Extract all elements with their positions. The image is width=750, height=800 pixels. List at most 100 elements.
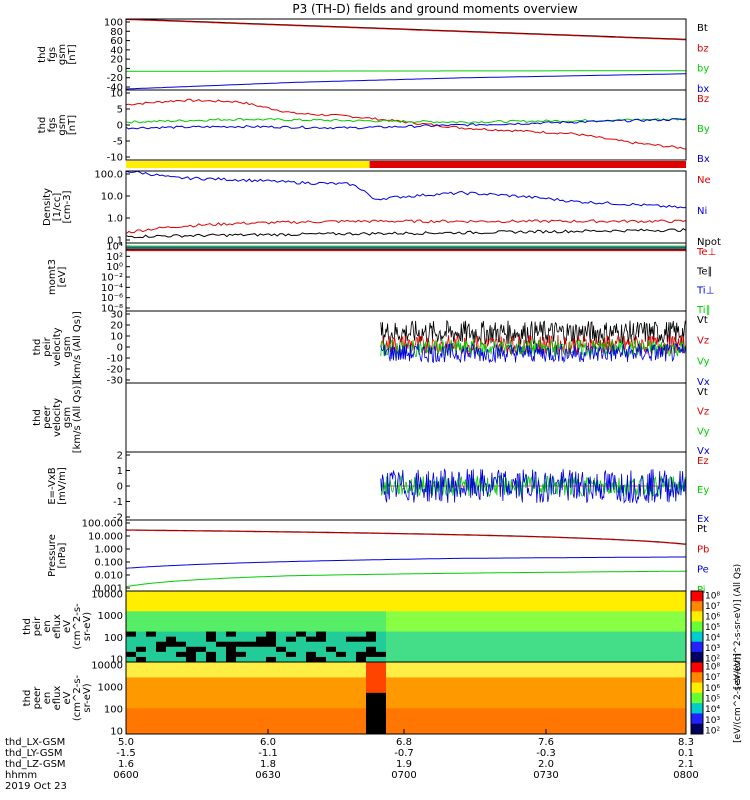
heatmap-cell — [506, 611, 517, 617]
heatmap-cell — [306, 723, 317, 730]
heatmap-cell — [426, 606, 437, 612]
heatmap-cell — [346, 698, 357, 704]
heatmap-cell — [266, 636, 277, 643]
colorbar-tick: 10⁶ — [705, 684, 720, 694]
heatmap-cell — [536, 682, 547, 689]
colorbar-tick: 10⁴ — [705, 634, 720, 644]
heatmap-cell — [676, 687, 687, 694]
heatmap-cell — [176, 667, 187, 673]
heatmap-cell — [336, 687, 347, 694]
heatmap-cell — [376, 646, 387, 653]
heatmap-cell — [496, 596, 507, 602]
heatmap-cell — [566, 626, 577, 633]
heatmap-cell — [126, 662, 137, 668]
heatmap-cell — [426, 713, 437, 720]
plot-peir_vel — [380, 319, 687, 364]
heatmap-cell — [346, 662, 357, 668]
heatmap-cell — [646, 667, 657, 673]
heatmap-cell — [616, 718, 627, 725]
heatmap-cell — [466, 591, 477, 597]
heatmap-cell — [186, 682, 197, 689]
heatmap-cell — [536, 656, 547, 663]
heatmap-cell — [476, 682, 487, 689]
ylabel-line: Density — [42, 188, 53, 226]
heatmap-cell — [306, 621, 317, 627]
colorbar-band — [691, 611, 703, 622]
heatmap-cell — [246, 646, 257, 653]
heatmap-cell — [316, 692, 327, 699]
heatmap-cell — [196, 728, 207, 735]
heatmap-cell — [486, 601, 497, 607]
heatmap-cell — [656, 698, 667, 704]
heatmap-cell — [626, 662, 637, 668]
heatmap-cell — [506, 596, 517, 602]
ytick-label: 20 — [110, 55, 123, 66]
legend-label: Vx — [697, 446, 710, 457]
heatmap-cell — [486, 656, 497, 663]
heatmap-cell — [506, 656, 517, 663]
heatmap-cell — [246, 672, 257, 678]
heatmap-cell — [156, 611, 167, 617]
heatmap-cell — [226, 687, 237, 694]
heatmap-cell — [286, 591, 297, 597]
heatmap-cell — [526, 687, 537, 694]
heatmap-cell — [256, 656, 267, 663]
ylabel-line: peir — [32, 616, 43, 636]
heatmap-cell — [496, 718, 507, 725]
heatmap-cell — [196, 626, 207, 633]
colorbar-tick: 10⁵ — [705, 623, 720, 633]
heatmap-cell — [496, 616, 507, 622]
heatmap-cell — [486, 621, 497, 627]
series-Vt — [380, 319, 687, 345]
heatmap-cell — [616, 591, 627, 597]
heatmap-cell — [176, 703, 187, 709]
heatmap-cell — [206, 682, 217, 689]
heatmap-cell — [346, 601, 357, 607]
colorbar-tick: 10⁵ — [705, 695, 720, 705]
heatmap-cell — [126, 667, 137, 673]
heatmap-cell — [336, 667, 347, 673]
heatmap-cell — [506, 601, 517, 607]
heatmap-cell — [296, 651, 307, 658]
heatmap-cell — [516, 646, 527, 653]
xaxis-value: 6.8 — [396, 737, 412, 748]
ytick-label: 1.0 — [107, 214, 123, 225]
heatmap-cell — [276, 646, 287, 653]
heatmap-cell — [386, 621, 397, 627]
heatmap-cell — [626, 703, 637, 709]
heatmap-cell — [556, 677, 567, 684]
heatmap-cell — [596, 687, 607, 694]
legend-label: Ey — [697, 485, 709, 496]
heatmap-cell — [616, 626, 627, 633]
heatmap-cell — [676, 677, 687, 684]
heatmap-cell — [316, 677, 327, 684]
heatmap-cell — [656, 656, 667, 663]
heatmap-cell — [586, 596, 597, 602]
heatmap-cell — [316, 616, 327, 622]
heatmap-cell — [436, 656, 447, 663]
heatmap-cell — [606, 651, 617, 658]
heatmap-cell — [326, 723, 337, 730]
heatmap-cell — [676, 682, 687, 689]
heatmap-cell — [496, 703, 507, 709]
heatmap-cell — [376, 621, 387, 627]
heatmap-cell — [266, 718, 277, 725]
xaxis-value: 7.6 — [538, 737, 554, 748]
heatmap-cell — [416, 672, 427, 678]
heatmap-cell — [586, 646, 597, 653]
heatmap-cell — [556, 621, 567, 627]
heatmap-cell — [596, 651, 607, 658]
heatmap-cell — [456, 703, 467, 709]
heatmap-cell — [506, 606, 517, 612]
heatmap-cell — [156, 656, 167, 663]
heatmap-cell — [426, 718, 437, 725]
heatmap-cell — [436, 631, 447, 638]
heatmap-cell — [376, 651, 387, 658]
heatmap-cell — [636, 656, 647, 663]
heatmap-cell — [516, 601, 527, 607]
heatmap-cell — [346, 677, 357, 684]
heatmap-cell — [516, 698, 527, 704]
heatmap-cell — [346, 596, 357, 602]
heatmap-cell — [666, 606, 677, 612]
